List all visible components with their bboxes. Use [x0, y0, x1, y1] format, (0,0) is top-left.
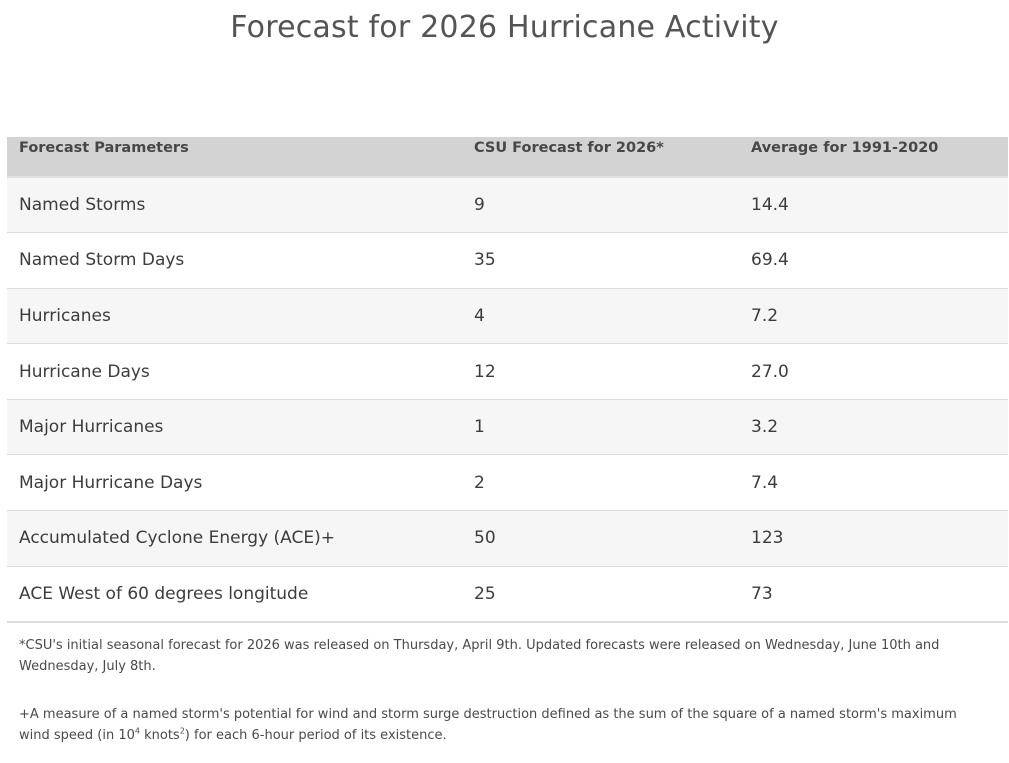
ace-definition-knots: knots	[139, 728, 180, 743]
footnote-release-dates: *CSU's initial seasonal forecast for 202…	[19, 638, 940, 674]
table-row: Accumulated Cyclone Energy (ACE)+ 50 123	[7, 510, 1008, 567]
average-cell: 7.4	[739, 454, 1008, 512]
parameter-cell: Major Hurricanes	[7, 399, 462, 456]
table-row: Major Hurricanes 1 3.2	[7, 399, 1008, 456]
header-csu-forecast: CSU Forecast for 2026*	[462, 137, 739, 178]
parameter-cell: Accumulated Cyclone Energy (ACE)+	[7, 510, 462, 567]
table-row: Named Storms 9 14.4	[7, 177, 1008, 234]
forecast-cell: 4	[462, 288, 739, 345]
table-row: ACE West of 60 degrees longitude 25 73	[7, 566, 1008, 623]
forecast-cell: 25	[462, 566, 739, 623]
average-cell: 123	[739, 510, 1008, 567]
parameter-cell: Hurricanes	[7, 288, 462, 345]
parameter-cell: Hurricane Days	[7, 343, 462, 400]
forecast-cell: 35	[462, 232, 739, 289]
parameter-cell: Major Hurricane Days	[7, 454, 462, 512]
forecast-cell: 2	[462, 454, 739, 512]
parameter-cell: ACE West of 60 degrees longitude	[7, 566, 462, 623]
average-cell: 3.2	[739, 399, 1008, 456]
footnote-ace-definition: +A measure of a named storm's potential …	[19, 704, 979, 746]
table-row: Named Storm Days 35 69.4	[7, 232, 1008, 289]
header-average: Average for 1991-2020	[739, 137, 1008, 178]
parameter-cell: Named Storms	[7, 177, 462, 234]
average-cell: 14.4	[739, 177, 1008, 234]
forecast-table: Forecast Parameters CSU Forecast for 202…	[7, 137, 1008, 623]
average-cell: 69.4	[739, 232, 1008, 289]
table-row: Major Hurricane Days 2 7.4	[7, 454, 1008, 512]
page-title: Forecast for 2026 Hurricane Activity	[230, 10, 779, 45]
average-cell: 27.0	[739, 343, 1008, 400]
forecast-cell: 1	[462, 399, 739, 456]
average-cell: 7.2	[739, 288, 1008, 345]
forecast-cell: 12	[462, 343, 739, 400]
ace-definition-text: +A measure of a named storm's potential …	[19, 707, 957, 743]
table-row: Hurricane Days 12 27.0	[7, 343, 1008, 400]
parameter-cell: Named Storm Days	[7, 232, 462, 289]
average-cell: 73	[739, 566, 1008, 623]
forecast-cell: 9	[462, 177, 739, 234]
header-forecast-parameters: Forecast Parameters	[7, 137, 462, 178]
ace-definition-tail: ) for each 6-hour period of its existenc…	[184, 728, 447, 743]
exponent-2: 2	[179, 726, 185, 736]
forecast-cell: 50	[462, 510, 739, 567]
table-row: Hurricanes 4 7.2	[7, 288, 1008, 345]
exponent-4: 4	[134, 726, 140, 736]
table-header-row: Forecast Parameters CSU Forecast for 202…	[7, 137, 1008, 178]
